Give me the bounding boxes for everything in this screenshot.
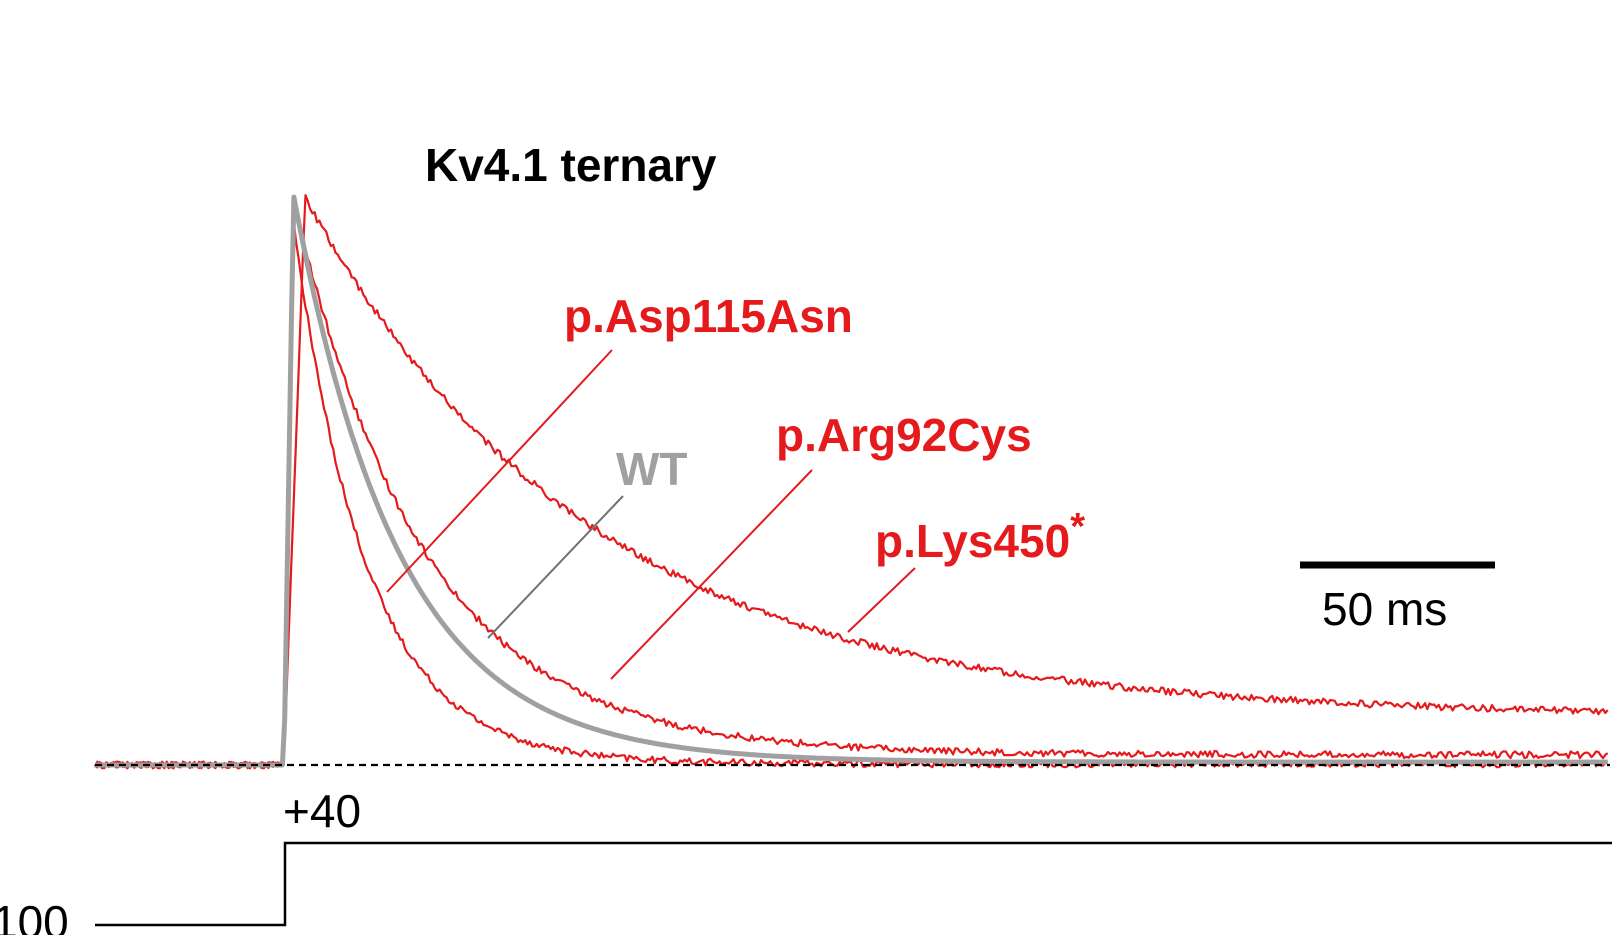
series-label-p-lys450-name: p.Lys450 — [875, 515, 1070, 567]
holding-voltage-label: 100 — [0, 896, 69, 935]
scale-bar-label: 50 ms — [1322, 583, 1447, 635]
series-label-p-asp115asn: p.Asp115Asn — [564, 290, 853, 342]
trace-p-arg92cys — [94, 199, 1609, 770]
current-traces — [94, 194, 1609, 770]
trace-p-asp115asn — [94, 222, 1608, 770]
voltage-step-trace — [95, 841, 1612, 927]
series-label-wt: WT — [616, 443, 688, 495]
leader-line-p-lys450 — [847, 567, 916, 633]
trace-p-lys450 — [94, 194, 1609, 770]
trace-wt — [94, 194, 1608, 768]
leader-line-p-asp115asn — [386, 349, 613, 593]
series-label-p-lys450: p.Lys450* — [875, 506, 1085, 567]
leader-line-wt — [487, 495, 624, 639]
step-voltage-label: +40 — [283, 785, 361, 837]
leader-line-p-arg92cys — [610, 469, 813, 680]
series-label-p-lys450-asterisk: * — [1070, 506, 1085, 548]
chart-title: Kv4.1 ternary — [425, 139, 717, 191]
series-label-p-arg92cys: p.Arg92Cys — [776, 409, 1032, 461]
